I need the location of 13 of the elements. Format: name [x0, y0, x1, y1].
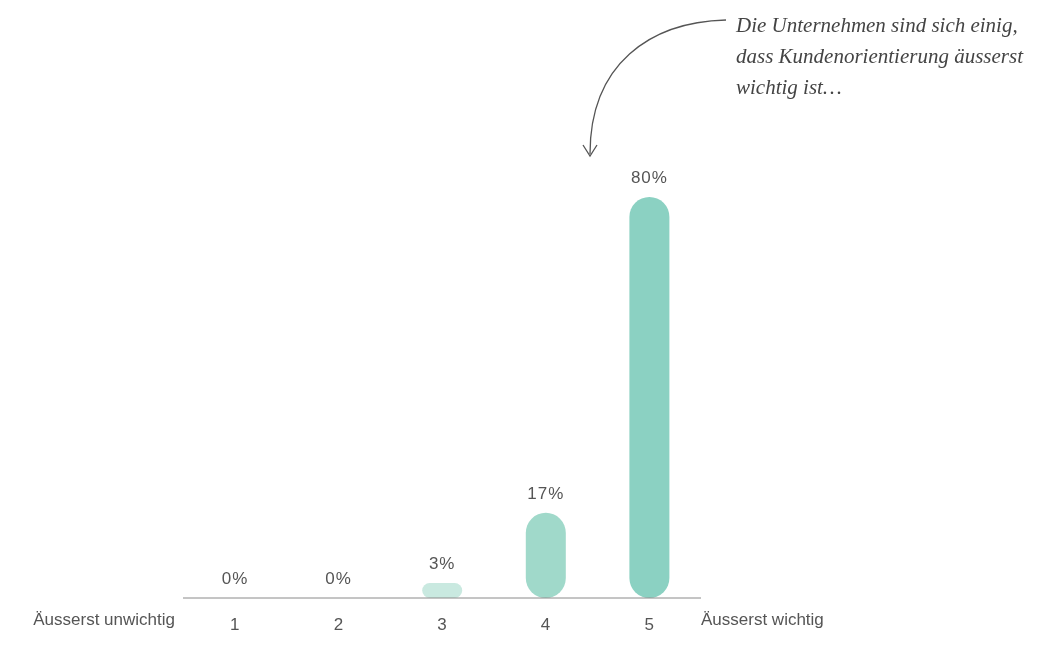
x-tick-label: 3	[437, 615, 447, 635]
data-label: 80%	[630, 168, 668, 187]
text: Äusserst wichtig	[701, 610, 824, 630]
x-tick-label: 1	[230, 615, 240, 635]
x-tick-label: 4	[540, 615, 551, 635]
data-label: 0%	[221, 569, 249, 588]
data-label: 17%	[527, 483, 565, 503]
x-tick-label: 5	[644, 615, 654, 635]
data-label: 3%	[428, 553, 456, 573]
data-label: 0%	[325, 569, 352, 588]
text: Die Unternehmen sind sich einig, dass Kundenorientierung äusserst wichtig ist…	[736, 12, 1025, 101]
x-tick-label: 2	[333, 615, 344, 635]
text: Äusserst unwichtig	[33, 610, 175, 630]
